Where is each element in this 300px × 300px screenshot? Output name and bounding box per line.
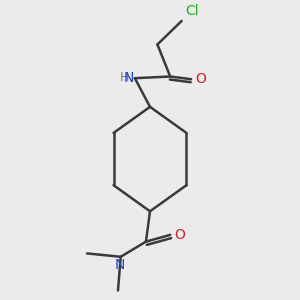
Text: H: H [119,71,129,84]
Text: N: N [114,258,124,272]
Text: O: O [195,72,206,86]
Text: N: N [124,70,134,85]
Text: Cl: Cl [185,4,199,18]
Text: O: O [174,228,185,242]
